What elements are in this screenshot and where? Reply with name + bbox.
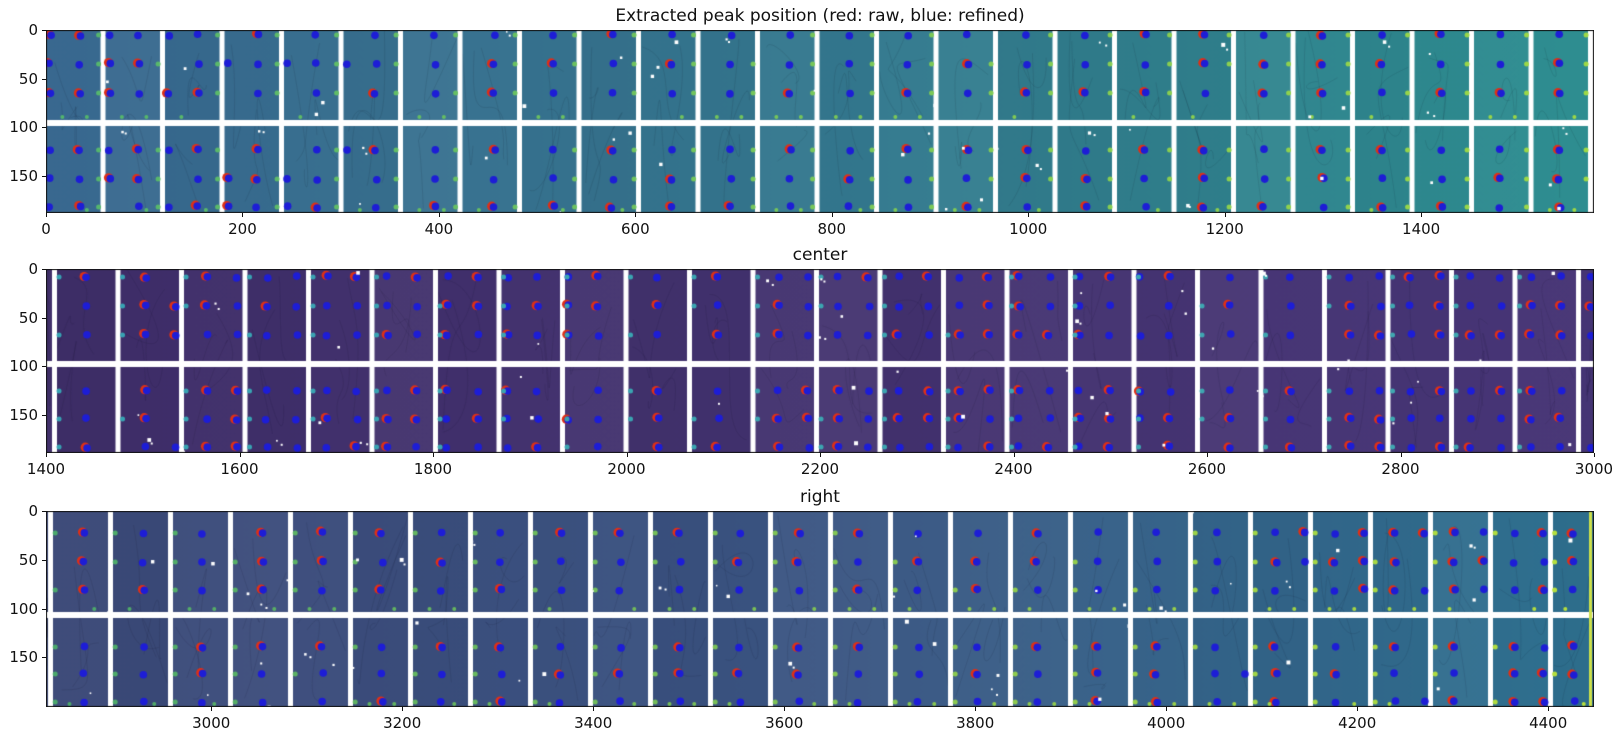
y-tick-mark — [42, 78, 46, 80]
y-tick-mark — [42, 366, 46, 368]
x-tick-label: 2800 — [1381, 460, 1420, 478]
x-tick-label: 800 — [817, 220, 847, 238]
x-tick-label: 3000 — [1574, 460, 1613, 478]
x-tick-label: 4000 — [1147, 714, 1186, 732]
x-tick-mark — [239, 453, 241, 457]
y-tick-label: 50 — [18, 550, 38, 569]
y-tick-label: 150 — [9, 406, 38, 425]
x-tick-label: 1800 — [413, 460, 453, 478]
x-tick-mark — [46, 213, 47, 217]
x-tick-mark — [46, 453, 47, 457]
x-tick-label: 1000 — [1009, 220, 1048, 238]
y-tick-label: 50 — [18, 308, 38, 327]
y-tick-label: 150 — [9, 167, 38, 185]
x-tick-label: 3600 — [765, 714, 804, 732]
x-tick-mark — [1224, 213, 1226, 217]
x-tick-label: 200 — [228, 220, 257, 238]
x-tick-label: 400 — [424, 220, 454, 238]
y-tick-label: 100 — [9, 357, 38, 376]
x-tick-mark — [402, 707, 404, 711]
y-tick-label: 50 — [18, 69, 38, 88]
x-tick-label: 4200 — [1338, 714, 1377, 732]
y-tick-label: 0 — [28, 502, 38, 520]
x-tick-mark — [1207, 453, 1208, 457]
y-tick-label: 100 — [9, 118, 38, 137]
x-tick-mark — [635, 213, 637, 217]
y-tick-mark — [42, 511, 46, 512]
x-tick-label: 1200 — [1205, 220, 1244, 238]
x-tick-mark — [1548, 707, 1550, 711]
y-tick-label: 0 — [28, 260, 38, 278]
x-tick-label: 3200 — [383, 714, 422, 732]
x-tick-mark — [1013, 453, 1015, 457]
detector-image-center — [46, 269, 1594, 453]
x-tick-label: 3400 — [574, 714, 613, 732]
x-tick-mark — [626, 453, 628, 457]
x-tick-mark — [1400, 453, 1402, 457]
x-tick-label: 2200 — [800, 460, 840, 478]
x-tick-mark — [1028, 213, 1030, 217]
x-tick-label: 2000 — [607, 460, 646, 478]
y-tick-mark — [42, 415, 46, 417]
x-tick-mark — [1166, 707, 1168, 711]
y-tick-mark — [42, 559, 46, 561]
x-tick-mark — [433, 453, 434, 457]
x-tick-label: 0 — [41, 220, 51, 238]
y-tick-mark — [42, 30, 46, 31]
x-tick-mark — [831, 213, 833, 217]
x-tick-label: 600 — [621, 220, 650, 238]
x-tick-mark — [975, 707, 977, 711]
y-tick-mark — [42, 657, 46, 659]
x-tick-mark — [820, 453, 821, 457]
x-tick-mark — [1594, 453, 1595, 457]
y-tick-label: 0 — [28, 21, 38, 39]
x-tick-mark — [1421, 213, 1423, 217]
x-tick-mark — [242, 213, 244, 217]
subplot-center-title: center — [792, 245, 848, 265]
x-tick-mark — [784, 707, 786, 711]
x-tick-label: 4400 — [1529, 714, 1568, 732]
y-tick-label: 150 — [9, 648, 38, 667]
x-tick-label: 1400 — [26, 460, 66, 478]
x-tick-label: 2600 — [1187, 460, 1227, 478]
x-tick-mark — [211, 707, 213, 711]
detector-image-right — [46, 511, 1594, 707]
x-tick-label: 3800 — [956, 714, 995, 732]
y-tick-mark — [42, 608, 46, 610]
x-tick-mark — [593, 707, 595, 711]
y-tick-mark — [42, 176, 46, 177]
x-tick-label: 2400 — [994, 460, 1033, 478]
subplot-top-title: Extracted peak position (red: raw, blue:… — [615, 6, 1025, 26]
x-tick-label: 3000 — [192, 714, 231, 732]
x-tick-mark — [438, 213, 440, 217]
x-tick-label: 1400 — [1402, 220, 1441, 238]
subplot-right-title: right — [800, 487, 840, 507]
x-tick-mark — [1357, 707, 1359, 711]
y-tick-mark — [42, 127, 46, 129]
x-tick-label: 1600 — [220, 460, 259, 478]
detector-image-top — [46, 30, 1594, 213]
y-tick-label: 100 — [9, 599, 38, 618]
y-tick-mark — [42, 317, 46, 319]
y-tick-mark — [42, 269, 46, 270]
